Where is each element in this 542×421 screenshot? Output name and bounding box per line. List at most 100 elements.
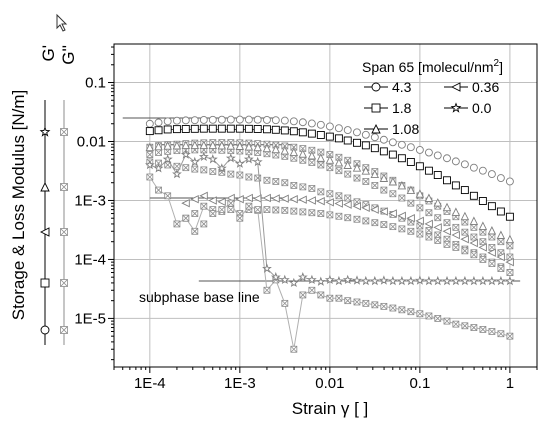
point [352,201,361,211]
point [225,153,236,163]
point [289,127,298,136]
point [272,178,280,185]
series-4-gpp [146,173,514,353]
point [181,116,190,125]
point [416,204,424,212]
point [227,206,235,214]
point [443,154,451,163]
legend-marker [371,82,381,92]
point [343,200,352,209]
point [263,206,271,214]
point [424,148,433,157]
point [488,244,496,251]
point [389,223,397,231]
point [308,286,316,294]
point [172,125,181,134]
point [452,320,460,328]
point [235,141,245,150]
legend-item-2: 1.08 [364,121,419,137]
point [235,115,244,124]
point [262,263,272,273]
point [172,116,181,125]
series-1-gp [145,124,514,221]
point [199,124,208,133]
point [299,156,307,164]
point [379,207,388,216]
legend-label-0: 4.3 [392,79,412,95]
point [299,183,307,191]
point [326,164,334,172]
point [389,190,397,198]
x-axis-title: Strain γ [ ] [292,399,369,418]
point [388,176,398,186]
point [370,144,379,153]
point [262,193,271,203]
y-legend-gp-label: G' [39,45,58,61]
point [280,126,289,135]
point [460,211,470,221]
point [407,199,415,207]
point [325,198,334,207]
point [461,322,469,330]
point [234,158,245,168]
y-axis: 1E-5 1E-4 1E-3 0.01 0.1 [74,46,114,361]
point [200,166,208,174]
point [424,166,433,175]
annotation-subphase-base-line: subphase base line [139,289,260,305]
point [308,185,316,192]
point [280,146,290,155]
point [243,154,254,164]
point [415,145,424,154]
point [343,126,352,135]
point [190,124,199,133]
point [486,275,497,286]
point [145,142,155,152]
point [316,120,325,129]
point [199,115,208,124]
point [361,141,370,150]
point [271,194,280,203]
y-legend-gp-marker-4 [39,126,51,137]
y-legend-gp [39,100,51,345]
point [262,125,271,134]
y-legend-gp-marker-3 [39,227,50,237]
point [325,132,334,141]
point [353,128,361,137]
point [226,115,235,124]
point [479,256,487,263]
point [146,173,154,181]
point [208,124,217,133]
point [387,275,398,286]
point [469,238,478,248]
y-legend-gpp-marker-0 [60,326,68,334]
point [226,141,236,150]
x-tick-label-3: 0.1 [409,375,430,392]
point [432,275,443,286]
point [306,274,317,285]
point [163,125,172,134]
point [406,143,415,152]
point [244,115,253,124]
point [370,205,379,214]
x-tick-label-0: 1E-4 [134,375,166,392]
point [334,134,343,143]
point [226,124,235,133]
y-legend-gpp-label: G'' [59,45,78,65]
point [335,192,343,200]
cursor-icon [56,13,68,32]
point [434,214,442,222]
point [191,165,199,173]
point [154,118,163,127]
point [281,179,289,187]
x-tick-label-4: 1 [506,375,514,392]
point [252,156,263,167]
point [307,196,316,205]
point [406,185,416,195]
point [181,198,190,208]
point [200,202,208,210]
point [353,298,361,306]
y-legend-gpp-marker-3 [60,228,68,236]
y-legend: G' G'' [39,45,78,345]
y-tick-label-3: 0.01 [77,133,106,150]
